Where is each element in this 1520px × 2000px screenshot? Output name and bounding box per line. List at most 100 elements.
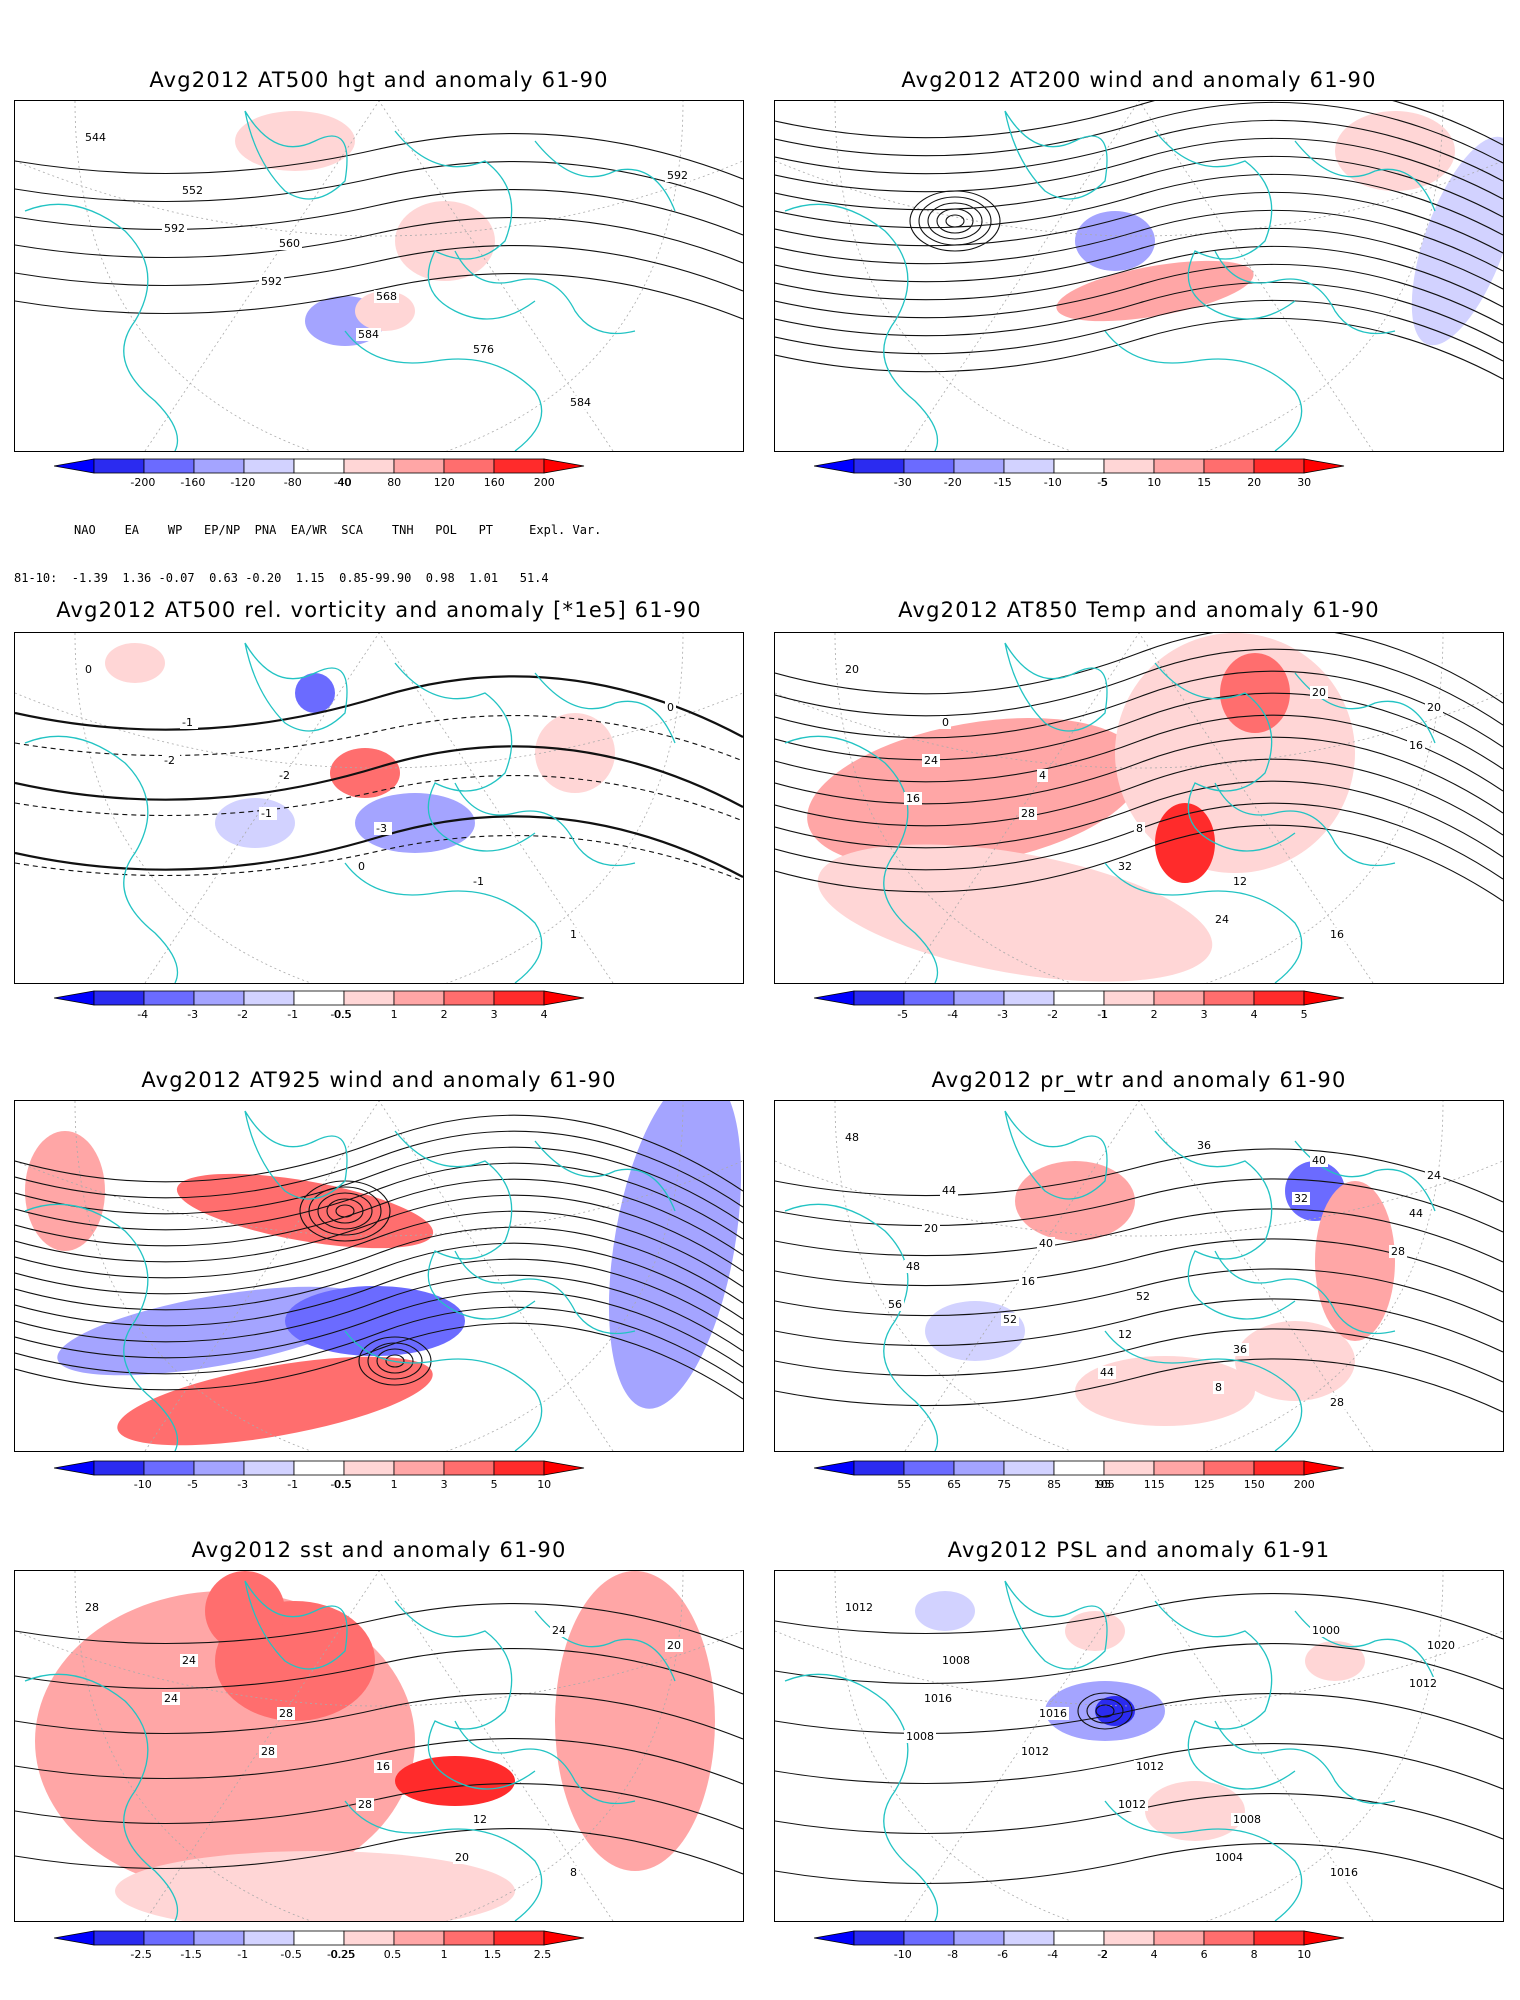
colorbar: -4 -3 -2 -1 -0.50.5 1 2 3 4	[53, 990, 585, 1021]
colorbar-segment	[493, 458, 545, 474]
contour-line	[775, 758, 1503, 836]
contour-line	[775, 633, 1503, 704]
streamline-vortex	[945, 214, 965, 228]
contour-label-bg	[1037, 1707, 1069, 1720]
colorbar-arrow-low	[53, 1930, 95, 1946]
colorbar-arrow-low	[813, 1930, 855, 1946]
contour-label-bg	[1019, 807, 1037, 820]
colorbar-segment	[1103, 458, 1155, 474]
colorbar-segment	[93, 1930, 145, 1946]
contour-label: 36	[1233, 1343, 1247, 1356]
contour-label: 48	[906, 1260, 920, 1273]
colorbar-tick-label: -10	[1044, 476, 1062, 488]
coastline	[344, 1800, 543, 1921]
contour-line	[15, 133, 743, 180]
colorbar-segment	[1003, 458, 1055, 474]
contour-label-bg	[1213, 1381, 1224, 1394]
colorbar-tick-label: 0.5	[334, 1478, 352, 1490]
contour-line	[15, 1130, 743, 1208]
contour-label: 52	[1136, 1290, 1150, 1303]
contour-label-bg	[1116, 1328, 1134, 1341]
coastline	[1154, 130, 1296, 320]
colorbar-segment	[1153, 990, 1205, 1006]
colorbar-segment	[193, 1460, 245, 1476]
streamline-vortex	[1077, 1692, 1133, 1730]
contour-label: 24	[1215, 913, 1229, 926]
colorbar-segment	[393, 458, 445, 474]
colorbar-segment	[193, 458, 245, 474]
colorbar-tick-label: -10	[134, 1478, 152, 1490]
coastline	[394, 1600, 536, 1790]
streamline-vortex	[326, 1198, 364, 1224]
colorbar-container: 55 65 75 85 95 105 115 125 150 200	[813, 1460, 1454, 1494]
map-plot: 0 -1 -2 -3 -1 1 0 -2 -1 0	[14, 632, 744, 984]
map-svg: 20 0 4 8 12 16 20 24 28 32 24 20 16 16	[775, 633, 1503, 983]
panel-title: Avg2012 AT925 wind and anomaly 61-90	[141, 1068, 617, 1092]
panel-title: Avg2012 AT500 hgt and anomaly 61-90	[149, 68, 609, 92]
coastline	[24, 1203, 179, 1451]
anomaly-positive	[1075, 1356, 1255, 1426]
colorbar-tick-label: -8	[947, 1948, 958, 1960]
colorbar-tick-label: -160	[180, 476, 205, 488]
coastline	[534, 1140, 676, 1212]
meridian-line	[378, 1571, 614, 1921]
contour-line	[15, 745, 743, 808]
colorbar-tick-label: -6	[997, 1948, 1008, 1960]
contour-label-bg	[940, 716, 951, 729]
map-svg	[775, 101, 1503, 451]
colorbar-segment	[443, 990, 495, 1006]
contour-line	[15, 1290, 743, 1368]
streamline-vortex	[367, 1342, 423, 1380]
colorbar-segment	[853, 990, 905, 1006]
contour-label: 32	[1294, 1192, 1308, 1205]
colorbar-segment	[243, 1460, 295, 1476]
colorbar-segment	[293, 458, 345, 474]
colorbar-tick-label: 65	[947, 1478, 961, 1490]
contour-label: 560	[279, 237, 300, 250]
coastline	[454, 782, 636, 867]
contour-label-bg	[1425, 701, 1443, 714]
colorbar-segment	[343, 458, 395, 474]
colorbar-tick-label: -5	[897, 1008, 908, 1020]
latitude-circle	[775, 160, 1503, 237]
colorbar-segment	[493, 990, 545, 1006]
coastline	[394, 1130, 536, 1320]
colorbar-segment	[143, 1460, 195, 1476]
streamline-vortex	[376, 1348, 414, 1374]
colorbar-tick-label: 125	[1194, 1478, 1215, 1490]
coastline	[454, 1720, 636, 1805]
colorbar-tick-label: 2.5	[534, 1948, 552, 1960]
latitude-circle	[15, 160, 743, 237]
anomaly-negative	[1095, 1696, 1135, 1726]
colorbar-tick-label: -1	[1097, 1008, 1108, 1020]
contour-label: 48	[845, 1131, 859, 1144]
coastline	[1294, 140, 1436, 212]
contour-line	[775, 1148, 1503, 1203]
contour-label-bg	[162, 754, 180, 767]
colorbar-tick-label: 200	[1294, 1478, 1315, 1490]
streamline-vortex	[335, 1204, 355, 1218]
map-plot	[774, 100, 1504, 452]
contour-label: 568	[376, 290, 397, 303]
contour-label: 1008	[906, 1730, 934, 1743]
colorbar-segment	[1153, 458, 1205, 474]
streamline-vortex	[1086, 1698, 1124, 1724]
streamline-vortex	[385, 1354, 405, 1368]
colorbar-segment	[1103, 1460, 1155, 1476]
contour-label-bg	[922, 1692, 954, 1705]
colorbar-tick-label: 120	[434, 476, 455, 488]
contour-label-bg	[665, 169, 690, 182]
colorbar-segment	[193, 990, 245, 1006]
contour-line	[775, 692, 1503, 770]
streamline-vortex	[936, 208, 974, 234]
contour-label: 24	[552, 1624, 566, 1637]
map-plot: 28 24 28 16 12 8 20 24 28 28 20 24	[14, 1570, 744, 1922]
contour-label: 20	[845, 663, 859, 676]
anomaly-positive	[105, 643, 165, 683]
colorbar-segment	[1053, 458, 1105, 474]
colorbar-tick-label: -1	[287, 1008, 298, 1020]
coastline	[1214, 1250, 1396, 1335]
contour-line	[15, 1322, 743, 1400]
colorbar-tick-label: -10	[894, 1948, 912, 1960]
